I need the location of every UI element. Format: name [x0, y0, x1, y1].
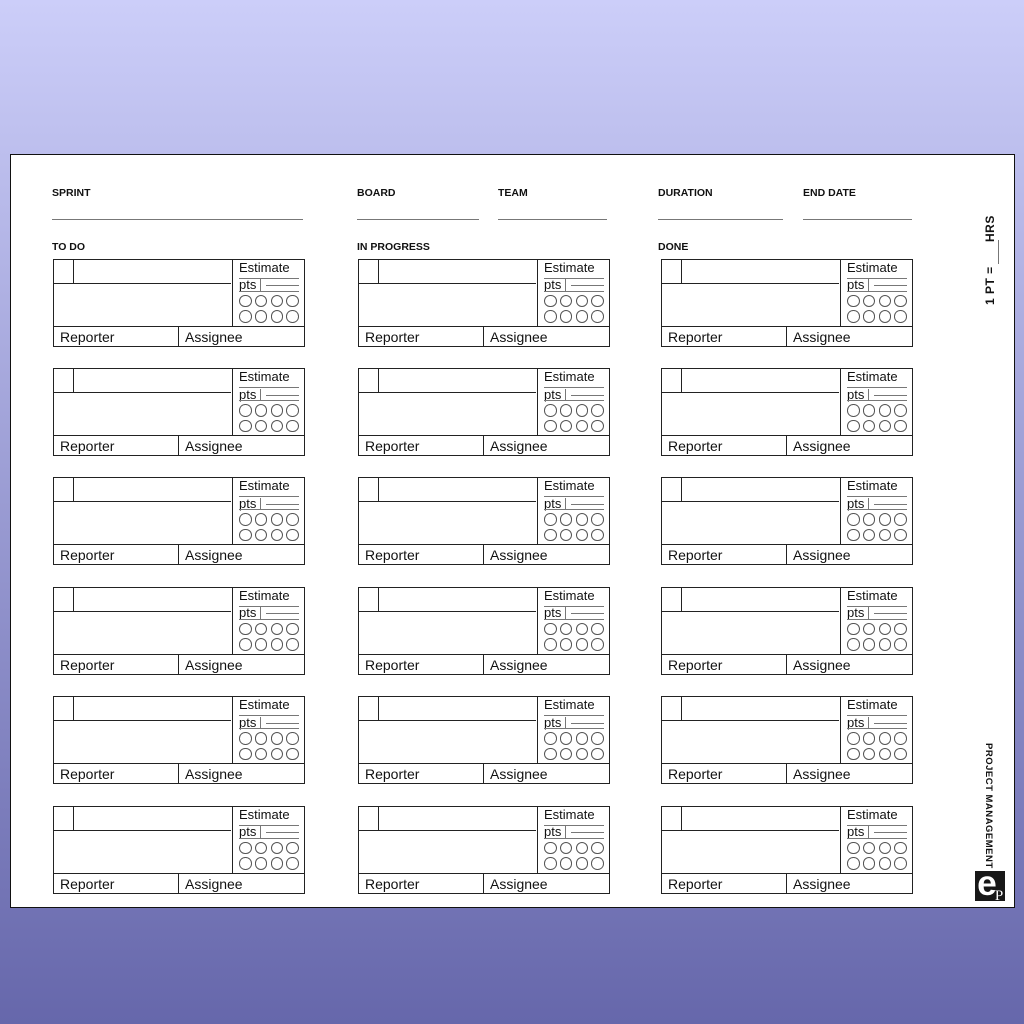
- svg-text:P: P: [995, 888, 1003, 901]
- svg-text:e: e: [977, 871, 997, 901]
